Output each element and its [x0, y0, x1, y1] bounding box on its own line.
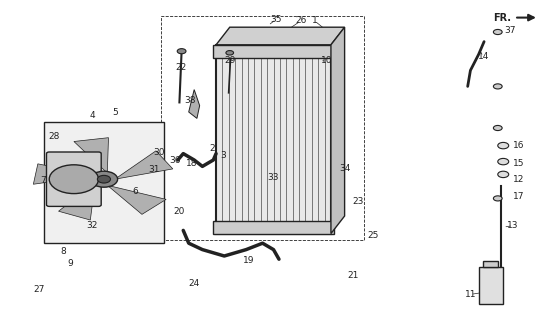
Circle shape — [226, 51, 234, 55]
Circle shape — [493, 29, 502, 35]
Polygon shape — [33, 164, 95, 184]
Text: 18: 18 — [185, 159, 197, 168]
Text: 30: 30 — [153, 148, 165, 156]
Circle shape — [177, 49, 186, 54]
Text: 8: 8 — [60, 247, 66, 256]
Text: 27: 27 — [34, 285, 45, 294]
Text: 26: 26 — [295, 16, 306, 25]
Text: 20: 20 — [174, 207, 185, 216]
Circle shape — [493, 84, 502, 89]
Polygon shape — [59, 183, 95, 220]
Text: 7: 7 — [40, 176, 45, 185]
Text: 12: 12 — [513, 175, 524, 184]
Text: 19: 19 — [243, 256, 255, 265]
Text: 31: 31 — [148, 165, 160, 174]
Text: 14: 14 — [479, 52, 490, 60]
Circle shape — [90, 171, 118, 187]
Circle shape — [493, 196, 502, 201]
Text: 10: 10 — [321, 56, 333, 65]
Text: 33: 33 — [267, 173, 280, 182]
FancyBboxPatch shape — [483, 261, 498, 267]
Text: 24: 24 — [189, 279, 200, 288]
Polygon shape — [107, 185, 166, 214]
Text: 28: 28 — [48, 132, 59, 140]
Text: 6: 6 — [133, 188, 138, 196]
Text: 36: 36 — [169, 156, 181, 164]
Text: 38: 38 — [184, 96, 196, 105]
FancyBboxPatch shape — [213, 45, 334, 58]
Polygon shape — [74, 138, 108, 173]
Text: 11: 11 — [464, 290, 476, 299]
Text: 35: 35 — [270, 15, 282, 24]
Polygon shape — [331, 27, 345, 234]
FancyBboxPatch shape — [216, 45, 331, 234]
Text: 4: 4 — [89, 111, 95, 120]
Text: 37: 37 — [504, 26, 516, 35]
Polygon shape — [115, 151, 173, 179]
Circle shape — [498, 171, 509, 178]
Text: 15: 15 — [513, 159, 525, 168]
Circle shape — [498, 158, 509, 165]
Circle shape — [498, 142, 509, 149]
Text: 2: 2 — [210, 144, 215, 153]
Text: FR.: FR. — [493, 12, 511, 23]
Polygon shape — [44, 122, 164, 243]
Text: 22: 22 — [175, 63, 186, 72]
Text: 16: 16 — [513, 141, 525, 150]
Text: 1: 1 — [312, 16, 317, 25]
Text: 5: 5 — [112, 108, 118, 116]
FancyBboxPatch shape — [479, 267, 503, 304]
Text: 13: 13 — [507, 221, 519, 230]
Text: 3: 3 — [220, 151, 226, 160]
FancyBboxPatch shape — [213, 221, 334, 234]
FancyBboxPatch shape — [46, 152, 101, 206]
Text: 23: 23 — [353, 197, 364, 206]
Text: 25: 25 — [368, 231, 379, 240]
Text: 32: 32 — [86, 221, 97, 230]
Polygon shape — [216, 27, 345, 45]
Polygon shape — [189, 90, 200, 118]
Text: 21: 21 — [347, 271, 358, 280]
Text: 17: 17 — [513, 192, 525, 201]
Text: 9: 9 — [67, 260, 73, 268]
Circle shape — [49, 165, 98, 194]
Circle shape — [493, 125, 502, 131]
Text: 29: 29 — [224, 56, 235, 65]
Circle shape — [97, 175, 110, 183]
Text: 34: 34 — [339, 164, 350, 172]
